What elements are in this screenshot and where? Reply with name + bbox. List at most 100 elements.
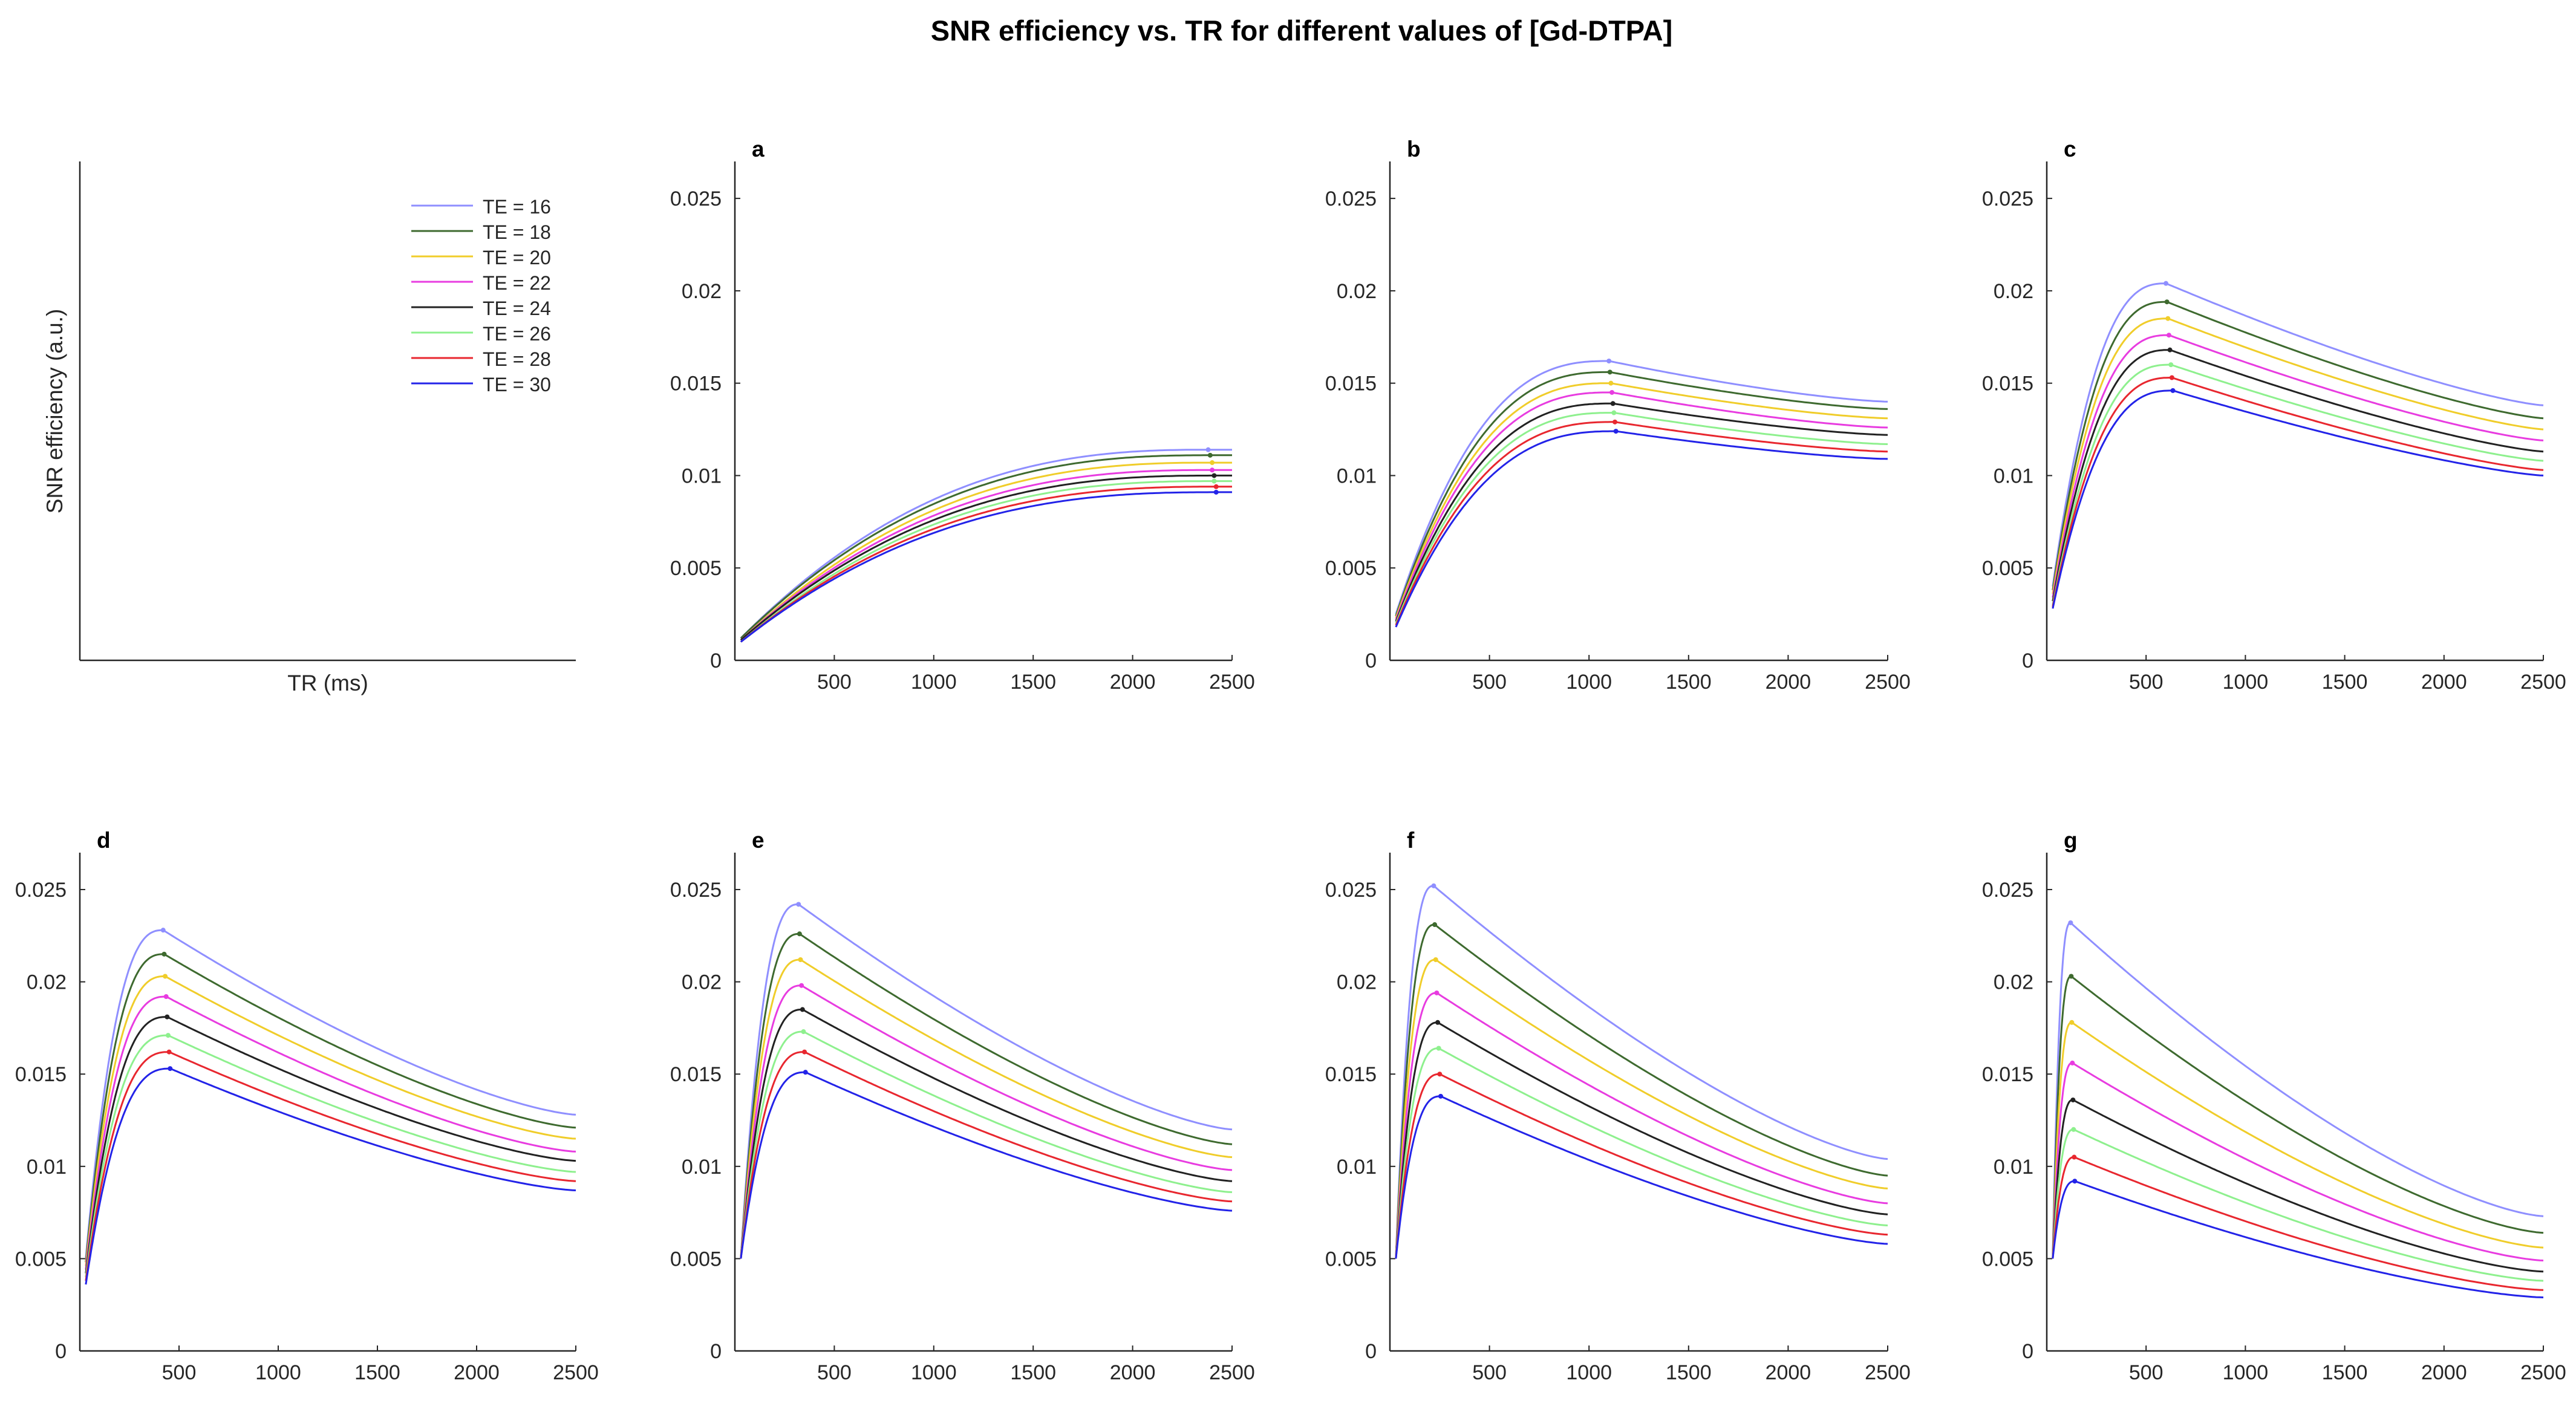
panel-a-series-7 [740, 486, 1232, 643]
panel-g-ytick-label-3: 0.015 [1982, 1063, 2033, 1086]
panel-e-series-5 [740, 1008, 1233, 1259]
panel-b-ytick-label-4: 0.02 [1337, 280, 1377, 303]
panel-c-ytick-label-3: 0.015 [1982, 373, 2033, 395]
panel-a-xtick-label-0: 500 [817, 671, 852, 694]
panel-e-series-7 [740, 1051, 1233, 1259]
panel-b-series-1 [1395, 360, 1888, 614]
panel-f-peak-4 [1434, 990, 1440, 995]
panel-a-peak-7 [1213, 484, 1219, 489]
panel-c-series-6 [2052, 363, 2544, 605]
legend-panel-xlabel: TR (ms) [287, 671, 368, 695]
panel-c-ytick-label-4: 0.02 [1994, 280, 2033, 303]
panel-c-series-3 [2052, 317, 2544, 594]
panel-f-xtick-label-0: 500 [1472, 1361, 1507, 1384]
panel-c-peak-4 [2166, 333, 2171, 338]
panel-c-series-4 [2052, 334, 2544, 598]
panel-d-ytick-label-3: 0.015 [15, 1063, 67, 1086]
panel-d-series-6 [85, 1034, 576, 1278]
panel-d-peak-6 [165, 1033, 171, 1038]
panel-f-series-3 [1395, 958, 1888, 1259]
panel-f-ytick-label-4: 0.02 [1337, 971, 1377, 994]
panel-g-peak-5 [2070, 1097, 2076, 1102]
panel-d-series-4 [85, 995, 576, 1270]
panel-f-series-2 [1395, 923, 1888, 1259]
panel-e-peak-8 [803, 1070, 808, 1075]
legend-label-7: TE = 28 [483, 348, 551, 370]
panel-a-ytick-label-4: 0.02 [682, 280, 722, 303]
panel-f-ytick-label-2: 0.01 [1337, 1156, 1377, 1179]
panel-d-peak-4 [163, 994, 169, 1000]
panel-g: g 500 1000 1500 2000 2500 0 0.005 0.01 0.015 0.02 0… [1982, 828, 2566, 1384]
panel-g-series-4 [2052, 1062, 2544, 1261]
panel-b-ytick-label-0: 0 [1365, 649, 1377, 672]
panel-a-peak-2 [1207, 452, 1213, 458]
panel-c-xtick-label-3: 2000 [2421, 671, 2467, 694]
panel-d-peak-2 [161, 951, 167, 957]
panel-e: e 500 1000 1500 2000 2500 0 0.005 0.01 0.015 0.02 0… [670, 828, 1255, 1384]
panel-f-series-6 [1395, 1047, 1888, 1259]
panel-a-xtick-label-4: 2500 [1209, 671, 1255, 694]
panel-b-xtick-label-4: 2500 [1865, 671, 1911, 694]
panel-g-series-1 [2052, 922, 2544, 1259]
panel-a-peak-8 [1213, 489, 1219, 495]
panel-g-ytick-label-5: 0.025 [1982, 879, 2033, 902]
panel-e-ytick-label-5: 0.025 [670, 879, 722, 902]
panel-e-peak-3 [798, 957, 803, 963]
panel-a-peak-4 [1210, 467, 1215, 473]
panel-g-series-3 [2052, 1021, 2544, 1259]
panel-c-xtick-label-1: 1000 [2223, 671, 2269, 694]
panel-a-ytick-label-3: 0.015 [670, 373, 722, 395]
panel-b-xtick-label-3: 2000 [1766, 671, 1811, 694]
panel-f-ytick-label-3: 0.015 [1325, 1063, 1377, 1086]
chart-panels: a 500 1000 1500 2000 2500 0 0.005 0.01 0.015 0.02 0… [15, 137, 2566, 1384]
panel-f: f 500 1000 1500 2000 2500 0 0.005 0.01 0.015 0.02 0… [1325, 828, 1911, 1384]
panel-b-peak-2 [1607, 369, 1612, 375]
panel-b-series-7 [1395, 421, 1888, 626]
panel-f-series-1 [1395, 885, 1888, 1259]
panel-d-series-5 [85, 1016, 576, 1274]
panel-c-ytick-label-5: 0.025 [1982, 187, 2033, 210]
panel-f-label: f [1407, 828, 1415, 853]
panel-e-ytick-label-3: 0.015 [670, 1063, 722, 1086]
panel-d-label: d [97, 828, 111, 853]
panel-b-xtick-label-0: 500 [1472, 671, 1507, 694]
legend-label-3: TE = 20 [483, 247, 551, 268]
panel-d-ytick-label-4: 0.02 [27, 971, 67, 994]
panel-c-series-8 [2052, 389, 2544, 609]
panel-g-peak-1 [2068, 920, 2073, 925]
panel-c-peak-6 [2168, 362, 2174, 368]
panel-b-ytick-label-5: 0.025 [1325, 187, 1377, 210]
panel-f-xtick-label-2: 1500 [1666, 1361, 1712, 1384]
panel-a-peak-1 [1205, 447, 1211, 452]
panel-b-peak-1 [1606, 359, 1612, 363]
panel-c-xtick-label-4: 2500 [2520, 671, 2566, 694]
panel-f-xtick-label-4: 2500 [1865, 1361, 1911, 1384]
panel-g-ytick-label-4: 0.02 [1994, 971, 2033, 994]
panel-d-ytick-label-2: 0.01 [27, 1156, 67, 1179]
panel-c-peak-1 [2164, 281, 2169, 286]
panel-a-ytick-label-1: 0.005 [670, 557, 722, 580]
panel-g-peak-7 [2072, 1154, 2077, 1160]
panel-e-peak-6 [801, 1029, 806, 1035]
panel-c-label: c [2064, 137, 2076, 161]
panel-c-peak-2 [2164, 299, 2170, 305]
panel-g-peak-2 [2069, 974, 2074, 979]
panel-g-peak-3 [2069, 1020, 2075, 1025]
panel-c-ytick-label-0: 0 [2022, 649, 2033, 672]
panel-f-peak-1 [1431, 883, 1436, 888]
panel-a-series-4 [740, 469, 1232, 641]
panel-b-peak-5 [1610, 401, 1616, 406]
panel-g-ytick-label-0: 0 [2022, 1340, 2033, 1363]
panel-e-ytick-label-2: 0.01 [682, 1156, 722, 1179]
panel-e-peak-1 [796, 902, 801, 907]
panel-f-xtick-label-3: 2000 [1766, 1361, 1811, 1384]
panel-b-peak-6 [1611, 410, 1617, 415]
panel-g-xtick-label-4: 2500 [2520, 1361, 2566, 1384]
panel-b-peak-8 [1613, 429, 1619, 434]
panel-e-series-3 [740, 958, 1233, 1259]
panel-g-ytick-label-1: 0.005 [1982, 1248, 2033, 1270]
panel-c-series-5 [2052, 349, 2544, 602]
panel-d-xtick-label-1: 1000 [255, 1361, 301, 1384]
legend: TE = 16 TE = 18 TE = 20 TE = 22 TE = 24 TE = … [411, 196, 551, 395]
panel-f-peak-7 [1437, 1072, 1443, 1077]
